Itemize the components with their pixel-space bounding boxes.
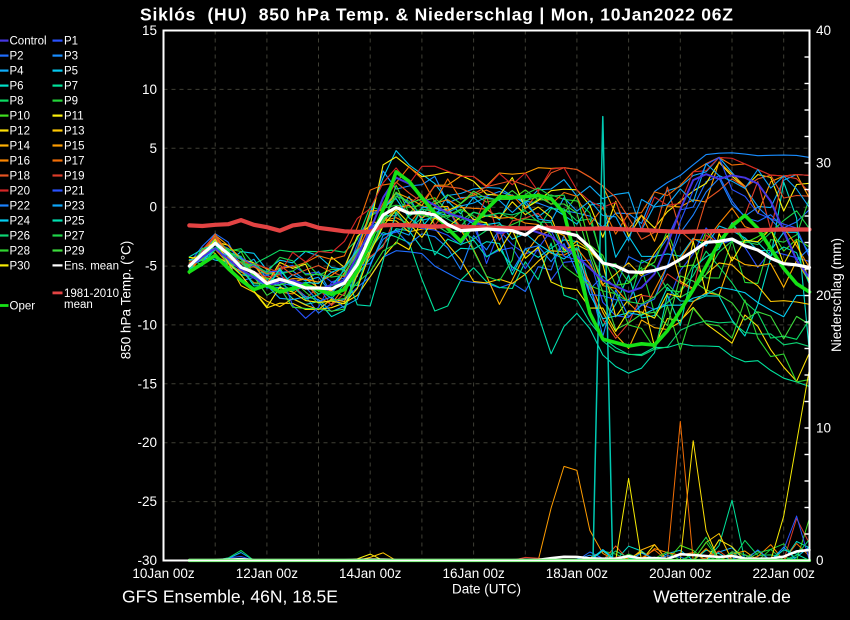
svg-text:850 hPa Temp. (°C): 850 hPa Temp. (°C) <box>119 241 134 359</box>
svg-text:-15: -15 <box>137 376 157 391</box>
svg-text:P23: P23 <box>64 201 84 213</box>
svg-text:P24: P24 <box>10 216 31 228</box>
svg-text:-5: -5 <box>145 259 157 274</box>
svg-text:0: 0 <box>149 200 157 215</box>
svg-text:P26: P26 <box>10 231 30 243</box>
svg-text:P13: P13 <box>64 126 84 138</box>
svg-text:20: 20 <box>816 288 831 303</box>
svg-text:P15: P15 <box>64 141 84 153</box>
svg-text:-30: -30 <box>137 553 157 568</box>
svg-text:P30: P30 <box>10 260 30 272</box>
svg-text:18Jan 00z: 18Jan 00z <box>546 566 609 581</box>
svg-text:20Jan 00z: 20Jan 00z <box>649 566 712 581</box>
svg-text:P16: P16 <box>10 156 30 168</box>
svg-text:P12: P12 <box>10 126 30 138</box>
svg-text:-10: -10 <box>137 317 157 332</box>
svg-text:30: 30 <box>816 156 831 171</box>
svg-text:10: 10 <box>816 421 831 436</box>
svg-text:14Jan 00z: 14Jan 00z <box>339 566 402 581</box>
svg-text:5: 5 <box>149 141 157 156</box>
svg-text:P18: P18 <box>10 171 30 183</box>
svg-text:mean: mean <box>64 299 93 311</box>
svg-text:Ens. mean: Ens. mean <box>64 260 119 272</box>
svg-text:P6: P6 <box>10 81 24 93</box>
svg-text:40: 40 <box>816 23 831 38</box>
svg-text:P2: P2 <box>10 51 24 63</box>
svg-text:15: 15 <box>142 23 157 38</box>
svg-text:Control: Control <box>10 36 47 48</box>
svg-text:1981-2010: 1981-2010 <box>64 288 119 300</box>
svg-text:Wetterzentrale.de: Wetterzentrale.de <box>653 587 791 607</box>
svg-text:P10: P10 <box>10 111 30 123</box>
svg-text:10: 10 <box>142 82 157 97</box>
svg-text:P21: P21 <box>64 186 84 198</box>
svg-text:-25: -25 <box>137 494 157 509</box>
svg-text:Niederschlag (mm): Niederschlag (mm) <box>829 238 844 352</box>
svg-text:P5: P5 <box>64 66 78 78</box>
svg-text:P17: P17 <box>64 156 84 168</box>
svg-text:P1: P1 <box>64 36 78 48</box>
svg-text:P3: P3 <box>64 51 78 63</box>
svg-text:P29: P29 <box>64 246 84 258</box>
svg-text:P19: P19 <box>64 171 84 183</box>
svg-text:P9: P9 <box>64 96 78 108</box>
svg-text:GFS Ensemble, 46N, 18.5E: GFS Ensemble, 46N, 18.5E <box>122 587 338 607</box>
svg-text:Oper: Oper <box>10 301 36 313</box>
svg-text:P25: P25 <box>64 216 84 228</box>
svg-text:P11: P11 <box>64 111 84 123</box>
svg-text:16Jan 00z: 16Jan 00z <box>442 566 505 581</box>
svg-text:Date (UTC): Date (UTC) <box>452 582 521 597</box>
svg-text:10Jan 00z: 10Jan 00z <box>132 566 195 581</box>
svg-text:P14: P14 <box>10 141 31 153</box>
svg-text:P22: P22 <box>10 201 30 213</box>
svg-text:P27: P27 <box>64 231 84 243</box>
svg-text:P28: P28 <box>10 246 30 258</box>
svg-text:22Jan 00z: 22Jan 00z <box>753 566 816 581</box>
svg-text:12Jan 00z: 12Jan 00z <box>236 566 299 581</box>
svg-text:-20: -20 <box>137 435 157 450</box>
svg-text:Siklós (HU) 850 hPa Temp. &: Siklós (HU) 850 hPa Temp. & Niederschlag… <box>140 5 733 25</box>
svg-text:P20: P20 <box>10 186 30 198</box>
svg-text:0: 0 <box>816 553 824 568</box>
svg-text:P4: P4 <box>10 66 25 78</box>
svg-text:P8: P8 <box>10 96 24 108</box>
svg-text:P7: P7 <box>64 81 78 93</box>
